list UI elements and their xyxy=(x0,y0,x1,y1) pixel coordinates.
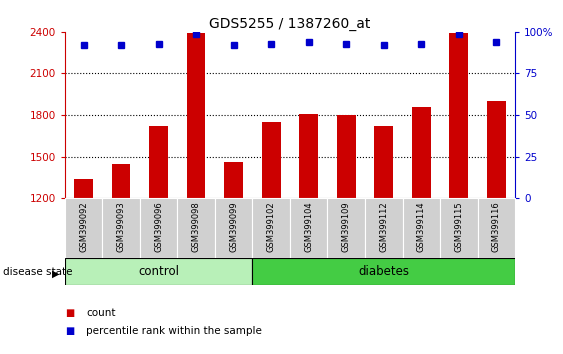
Bar xyxy=(102,198,140,258)
Bar xyxy=(177,198,215,258)
Text: GSM399109: GSM399109 xyxy=(342,201,351,252)
Bar xyxy=(111,164,131,198)
Bar xyxy=(65,258,252,285)
Title: GDS5255 / 1387260_at: GDS5255 / 1387260_at xyxy=(209,17,370,31)
Bar xyxy=(403,198,440,258)
Bar xyxy=(215,198,252,258)
Bar xyxy=(262,122,280,198)
Text: GSM399116: GSM399116 xyxy=(492,201,501,252)
Bar xyxy=(365,198,403,258)
Bar xyxy=(187,33,205,198)
Bar xyxy=(440,198,477,258)
Text: GSM399098: GSM399098 xyxy=(191,201,200,252)
Text: count: count xyxy=(86,308,115,318)
Bar xyxy=(487,101,506,198)
Bar xyxy=(300,114,318,198)
Bar xyxy=(149,126,168,198)
Text: control: control xyxy=(138,265,179,278)
Bar xyxy=(449,33,468,198)
Text: percentile rank within the sample: percentile rank within the sample xyxy=(86,326,262,336)
Bar xyxy=(412,107,431,198)
Text: GSM399104: GSM399104 xyxy=(304,201,313,252)
Bar xyxy=(477,198,515,258)
Bar xyxy=(374,126,393,198)
Text: GSM399115: GSM399115 xyxy=(454,201,463,252)
Bar xyxy=(74,179,93,198)
Text: GSM399114: GSM399114 xyxy=(417,201,426,252)
Bar xyxy=(328,198,365,258)
Text: GSM399092: GSM399092 xyxy=(79,201,88,252)
Bar xyxy=(140,198,177,258)
Bar xyxy=(65,198,102,258)
Text: GSM399112: GSM399112 xyxy=(379,201,388,252)
Bar xyxy=(224,162,243,198)
Text: ■: ■ xyxy=(65,326,74,336)
Text: diabetes: diabetes xyxy=(358,265,409,278)
Text: GSM399093: GSM399093 xyxy=(117,201,126,252)
Bar xyxy=(252,198,290,258)
Bar xyxy=(290,198,328,258)
Text: GSM399096: GSM399096 xyxy=(154,201,163,252)
Text: GSM399099: GSM399099 xyxy=(229,201,238,252)
Bar xyxy=(337,115,356,198)
Text: ■: ■ xyxy=(65,308,74,318)
Text: disease state: disease state xyxy=(3,267,72,277)
Bar xyxy=(252,258,515,285)
Text: ▶: ▶ xyxy=(52,268,60,278)
Text: GSM399102: GSM399102 xyxy=(267,201,276,252)
